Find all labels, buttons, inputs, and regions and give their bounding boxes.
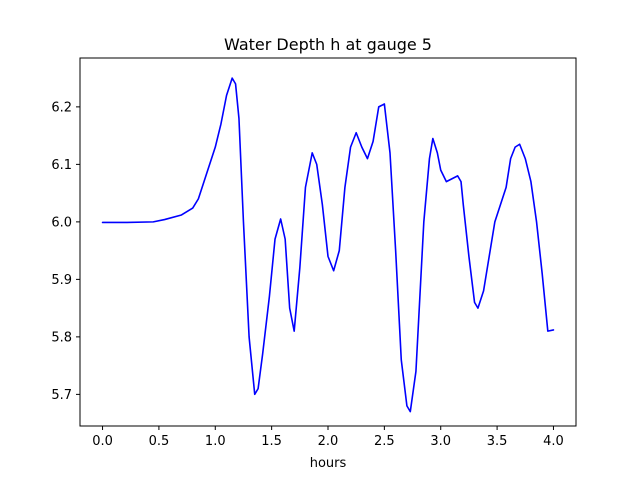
y-tick-label: 5.9 [51,273,72,288]
x-tick-label: 4.0 [543,434,564,449]
x-tick-label: 3.0 [430,434,451,449]
x-tick-label: 2.5 [374,434,395,449]
chart-title: Water Depth h at gauge 5 [224,35,432,54]
plot-area: 0.0 0.5 1.0 1.5 2.0 2.5 3.0 3.5 4.0 5.7 5.8 5.9 6.0 6… [51,57,577,449]
y-tick-label: 5.8 [51,330,72,345]
x-tick-label: 0.0 [92,434,113,449]
x-tick-label: 1.5 [261,434,282,449]
y-tick-label: 6.1 [51,158,72,173]
x-tick-label: 1.0 [205,434,226,449]
x-tick-label: 3.5 [487,434,508,449]
x-axis-label: hours [310,456,347,471]
series-line-0 [101,77,555,413]
y-tick-label: 6.0 [51,215,72,230]
y-tick-label: 5.7 [51,388,72,403]
x-tick-label: 0.5 [149,434,170,449]
y-tick-label: 6.2 [51,100,72,115]
x-tick-label: 2.0 [318,434,339,449]
